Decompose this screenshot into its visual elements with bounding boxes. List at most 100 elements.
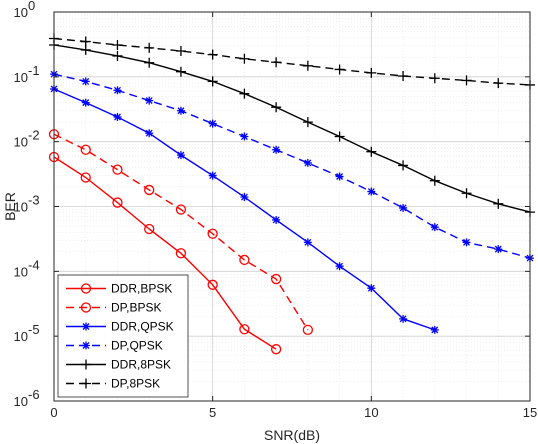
y-tick-exponent: 0 bbox=[28, 0, 35, 13]
data-point bbox=[239, 254, 250, 266]
circle-marker bbox=[80, 172, 91, 183]
series-dp-8psk bbox=[49, 33, 535, 90]
legend: DDR,BPSK DP,BPSK DDR,QPSK DP,QPSK DDR,8PSK DP… bbox=[57, 274, 189, 398]
star-marker bbox=[335, 172, 344, 181]
data-point bbox=[271, 102, 282, 113]
star-marker bbox=[494, 245, 503, 254]
x-tick-label: 10 bbox=[364, 405, 378, 420]
y-tick-label: 10 bbox=[14, 264, 28, 279]
x-tick-label: 5 bbox=[209, 405, 216, 420]
data-point bbox=[113, 113, 122, 122]
data-point bbox=[239, 324, 250, 335]
plus-marker bbox=[461, 75, 472, 86]
data-point bbox=[80, 44, 91, 55]
plus-marker bbox=[366, 146, 377, 157]
circle-marker bbox=[175, 204, 187, 215]
star-marker bbox=[81, 77, 90, 86]
data-point bbox=[113, 86, 122, 95]
data-point bbox=[334, 64, 345, 75]
plus-marker bbox=[175, 66, 186, 77]
data-point bbox=[367, 284, 376, 293]
legend-marker bbox=[80, 283, 92, 294]
data-point bbox=[144, 57, 155, 68]
data-point bbox=[461, 188, 472, 199]
y-tick-exponent: -3 bbox=[28, 193, 40, 208]
data-point bbox=[367, 187, 376, 196]
y-tick-exponent: -4 bbox=[28, 257, 40, 272]
data-point bbox=[112, 50, 123, 61]
plus-marker bbox=[207, 76, 218, 87]
data-point bbox=[208, 171, 217, 180]
data-point bbox=[112, 164, 123, 175]
data-point bbox=[302, 324, 314, 336]
circle-marker bbox=[144, 184, 155, 196]
data-point bbox=[144, 223, 155, 235]
data-point bbox=[493, 78, 504, 89]
data-point bbox=[430, 325, 439, 334]
legend-label: DP,BPSK bbox=[111, 301, 161, 315]
circle-marker bbox=[270, 344, 282, 355]
data-point bbox=[270, 344, 282, 355]
grid bbox=[54, 12, 530, 401]
legend-label: DDR,8PSK bbox=[111, 358, 171, 372]
star-marker bbox=[430, 223, 439, 232]
data-point bbox=[271, 57, 282, 68]
data-point bbox=[207, 279, 218, 290]
y-tick-label: 10 bbox=[14, 70, 28, 85]
plus-marker bbox=[302, 117, 313, 128]
star-marker bbox=[82, 341, 90, 350]
y-tick-exponent: -1 bbox=[28, 63, 40, 78]
plus-marker bbox=[144, 42, 155, 53]
plus-marker bbox=[302, 60, 313, 71]
data-point bbox=[461, 75, 472, 86]
y-tick-exponent: -6 bbox=[28, 387, 40, 402]
legend-entry: DDR,8PSK bbox=[66, 358, 171, 372]
circle-marker bbox=[144, 223, 155, 235]
series-ddr-bpsk bbox=[48, 151, 282, 355]
star-marker bbox=[367, 284, 376, 293]
data-point bbox=[398, 71, 409, 82]
data-point bbox=[207, 228, 218, 239]
circle-marker bbox=[239, 254, 250, 266]
data-point bbox=[398, 160, 409, 171]
data-point bbox=[399, 314, 408, 323]
star-marker bbox=[367, 187, 376, 196]
series-line bbox=[53, 73, 531, 259]
data-point bbox=[303, 158, 312, 167]
data-point bbox=[493, 198, 504, 209]
star-marker bbox=[303, 158, 312, 167]
data-point bbox=[494, 245, 503, 254]
data-point bbox=[366, 146, 377, 157]
star-marker bbox=[430, 325, 439, 334]
x-tick-label: 15 bbox=[523, 405, 537, 420]
plus-marker bbox=[175, 46, 186, 57]
plus-marker bbox=[271, 57, 282, 68]
data-point bbox=[240, 132, 249, 141]
data-point bbox=[175, 248, 187, 259]
plus-marker bbox=[398, 160, 409, 171]
data-point bbox=[429, 73, 440, 84]
plus-marker bbox=[493, 198, 504, 209]
circle-marker bbox=[80, 144, 91, 155]
plus-marker bbox=[80, 36, 91, 47]
data-point bbox=[144, 184, 155, 196]
data-point bbox=[145, 96, 154, 105]
circle-marker bbox=[207, 228, 218, 239]
plus-marker bbox=[493, 78, 504, 89]
data-point bbox=[429, 175, 440, 186]
star-marker bbox=[335, 262, 344, 271]
star-marker bbox=[399, 203, 408, 212]
star-marker bbox=[145, 96, 154, 105]
circle-marker bbox=[302, 324, 314, 336]
y-tick-label: 10 bbox=[14, 200, 28, 215]
plus-marker bbox=[81, 359, 91, 370]
data-point bbox=[175, 66, 186, 77]
plus-marker bbox=[429, 175, 440, 186]
star-marker bbox=[272, 215, 281, 224]
star-marker bbox=[240, 132, 249, 141]
star-marker bbox=[113, 86, 122, 95]
plus-marker bbox=[80, 44, 91, 55]
plus-marker bbox=[398, 71, 409, 82]
series-line bbox=[53, 156, 277, 350]
legend-label: DDR,BPSK bbox=[111, 282, 172, 296]
